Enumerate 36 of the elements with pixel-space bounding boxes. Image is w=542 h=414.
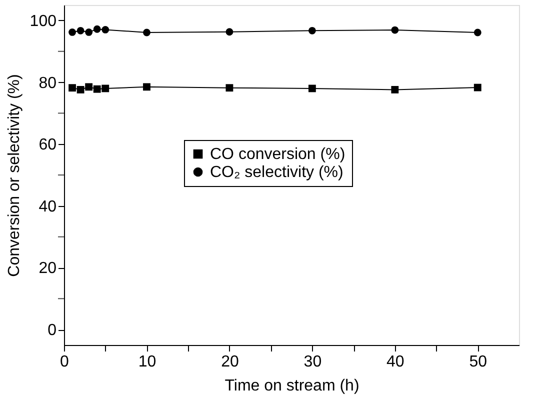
x-tick-label: 10	[138, 354, 156, 370]
point	[308, 84, 316, 92]
point	[391, 26, 399, 34]
y-tick-label: 80	[38, 74, 57, 92]
point	[76, 26, 84, 34]
x-axis-title: Time on stream (h)	[224, 378, 360, 394]
point	[102, 84, 110, 92]
y-tick-label: 40	[38, 198, 57, 216]
point	[474, 84, 482, 92]
point	[474, 28, 482, 36]
x-tick-label: 50	[469, 354, 488, 370]
x-tick-label: 40	[386, 354, 404, 370]
y-tick-label: 20	[38, 260, 57, 278]
y-axis-title: Conversion or selectivity (%)	[6, 74, 23, 277]
point	[93, 85, 101, 93]
x-tick-label: 20	[221, 354, 239, 370]
y-tick-label: 0	[48, 322, 57, 340]
point	[93, 25, 101, 33]
point	[76, 86, 84, 94]
x-tick-label: 0	[60, 354, 70, 370]
point	[68, 84, 76, 92]
y-tick-label: 100	[30, 12, 57, 30]
point	[85, 83, 93, 91]
legend-label: CO₂ selectivity (%)	[210, 164, 344, 181]
point	[308, 26, 316, 34]
point	[226, 28, 234, 36]
point	[102, 26, 110, 34]
x-tick-label: 30	[304, 354, 322, 370]
point	[68, 28, 76, 36]
point	[143, 28, 150, 36]
legend-label: CO conversion (%)	[210, 146, 346, 163]
point	[226, 84, 234, 92]
point	[391, 86, 399, 94]
point	[143, 83, 150, 91]
y-tick-label: 60	[38, 136, 57, 154]
point	[85, 28, 93, 36]
